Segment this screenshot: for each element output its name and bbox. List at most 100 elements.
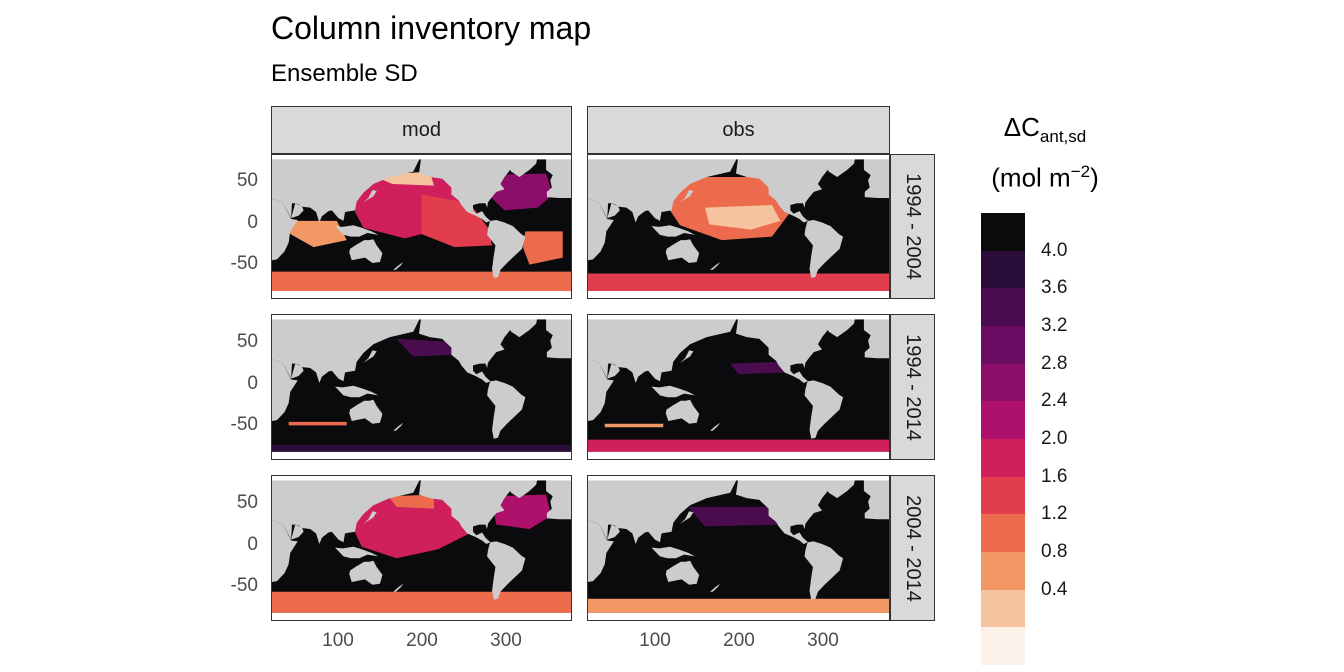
ocean-region	[272, 591, 571, 613]
column-strip-label: mod	[402, 118, 441, 141]
land-north-america	[735, 476, 856, 544]
y-tick-label: 0	[247, 212, 258, 233]
land-africa	[588, 198, 614, 261]
y-tick-label: 50	[236, 170, 258, 191]
map-svg	[588, 155, 889, 298]
land-eurasia	[588, 155, 739, 223]
y-tick-label: 0	[247, 534, 258, 555]
land-india-sea	[607, 524, 620, 540]
land-indonesia	[651, 546, 696, 559]
map-svg	[272, 155, 571, 298]
land-greenland	[504, 315, 538, 338]
legend-unit-suffix: )	[1090, 162, 1099, 193]
land-australia	[665, 239, 700, 263]
land-europe-west	[863, 476, 889, 520]
land-indonesia	[335, 225, 379, 237]
ocean-region	[491, 494, 552, 529]
ocean-region	[588, 598, 889, 613]
ocean-region	[388, 494, 434, 509]
land-europe-west	[863, 315, 889, 359]
land-india-sea	[291, 363, 304, 379]
land-africa	[272, 359, 298, 421]
land-eurasia	[588, 476, 739, 544]
land-north-america	[735, 315, 856, 383]
colorbar-bin	[981, 326, 1025, 365]
colorbar-bin	[981, 439, 1025, 478]
ocean-region	[730, 361, 787, 375]
y-tick-label: -50	[230, 253, 258, 274]
land-australia	[665, 560, 700, 585]
land-new-zealand	[393, 262, 404, 270]
legend-unit: (mol m−2)	[960, 162, 1130, 194]
map-panel-obs-1994-2004	[587, 154, 890, 299]
land-antarctica	[272, 612, 571, 620]
land-africa	[588, 359, 614, 421]
ocean-region	[604, 423, 664, 428]
legend-unit-prefix: (mol m	[991, 162, 1071, 193]
land-new-zealand	[710, 422, 721, 431]
colorbar-bin	[981, 213, 1025, 252]
colorbar-break-label: 1.2	[1041, 503, 1068, 525]
land-antarctica	[588, 612, 889, 620]
x-tick-label: 200	[406, 630, 438, 651]
land-indonesia	[651, 225, 696, 237]
land-india-sea	[291, 203, 304, 219]
ocean-region	[272, 444, 571, 452]
y-tick-label: 50	[236, 492, 258, 513]
land-antarctica	[272, 451, 571, 459]
ocean-region	[588, 439, 889, 452]
colorbar-break-label: 3.6	[1041, 277, 1068, 299]
land-south-america	[487, 380, 526, 439]
no-data-band	[588, 155, 889, 160]
land-new-zealand	[393, 422, 404, 431]
land-japan	[680, 350, 694, 363]
x-tick-label: 200	[723, 630, 755, 651]
land-japan	[680, 511, 694, 524]
row-strip-label: 1994 - 2014	[902, 333, 925, 441]
legend-unit-sup: −2	[1070, 162, 1091, 181]
land-india-sea	[291, 524, 304, 540]
colorbar-break-label: 2.0	[1041, 428, 1068, 449]
land-greenland	[822, 315, 856, 338]
ocean-region	[421, 194, 493, 248]
colorbar-break-label: 3.2	[1041, 315, 1068, 336]
land-india-sea	[607, 363, 620, 379]
land-japan	[680, 190, 694, 203]
land-eurasia	[272, 315, 422, 383]
land-antarctica	[588, 290, 889, 298]
land-europe-west	[546, 155, 571, 198]
land-africa	[272, 520, 298, 582]
land-eurasia	[272, 476, 422, 544]
column-strip-obs: obs	[587, 106, 890, 154]
map-svg	[588, 315, 889, 459]
y-tick-label: -50	[230, 414, 258, 435]
ocean-region	[396, 338, 455, 357]
colorbar-break-label: 4.0	[1041, 239, 1068, 261]
land-new-zealand	[393, 583, 404, 592]
row-strip-1: 1994 - 2004	[890, 154, 935, 299]
land-north-america	[419, 155, 538, 223]
land-australia	[665, 399, 700, 424]
x-tick-label: 300	[807, 630, 839, 651]
map-svg	[588, 476, 889, 620]
ocean-region	[522, 231, 563, 265]
land-japan	[363, 511, 377, 524]
no-data-band	[588, 315, 889, 320]
land-australia	[349, 560, 383, 585]
land-eurasia	[272, 155, 422, 223]
chart-subtitle: Ensemble SD	[271, 60, 418, 87]
colorbar-bin	[981, 552, 1025, 591]
colorbar-bin	[981, 514, 1025, 553]
x-tick-label: 100	[639, 630, 671, 651]
land-japan	[363, 190, 377, 203]
colorbar-bin	[981, 288, 1025, 327]
x-tick-label: 300	[490, 630, 522, 651]
land-japan	[363, 350, 377, 363]
land-south-america	[487, 541, 526, 600]
land-india-sea	[607, 203, 620, 219]
legend-title: ΔCant,sd	[960, 112, 1130, 147]
ocean-region	[288, 220, 347, 248]
ocean-region	[272, 271, 571, 291]
x-tick-label: 100	[322, 630, 354, 651]
land-antarctica	[588, 451, 889, 459]
